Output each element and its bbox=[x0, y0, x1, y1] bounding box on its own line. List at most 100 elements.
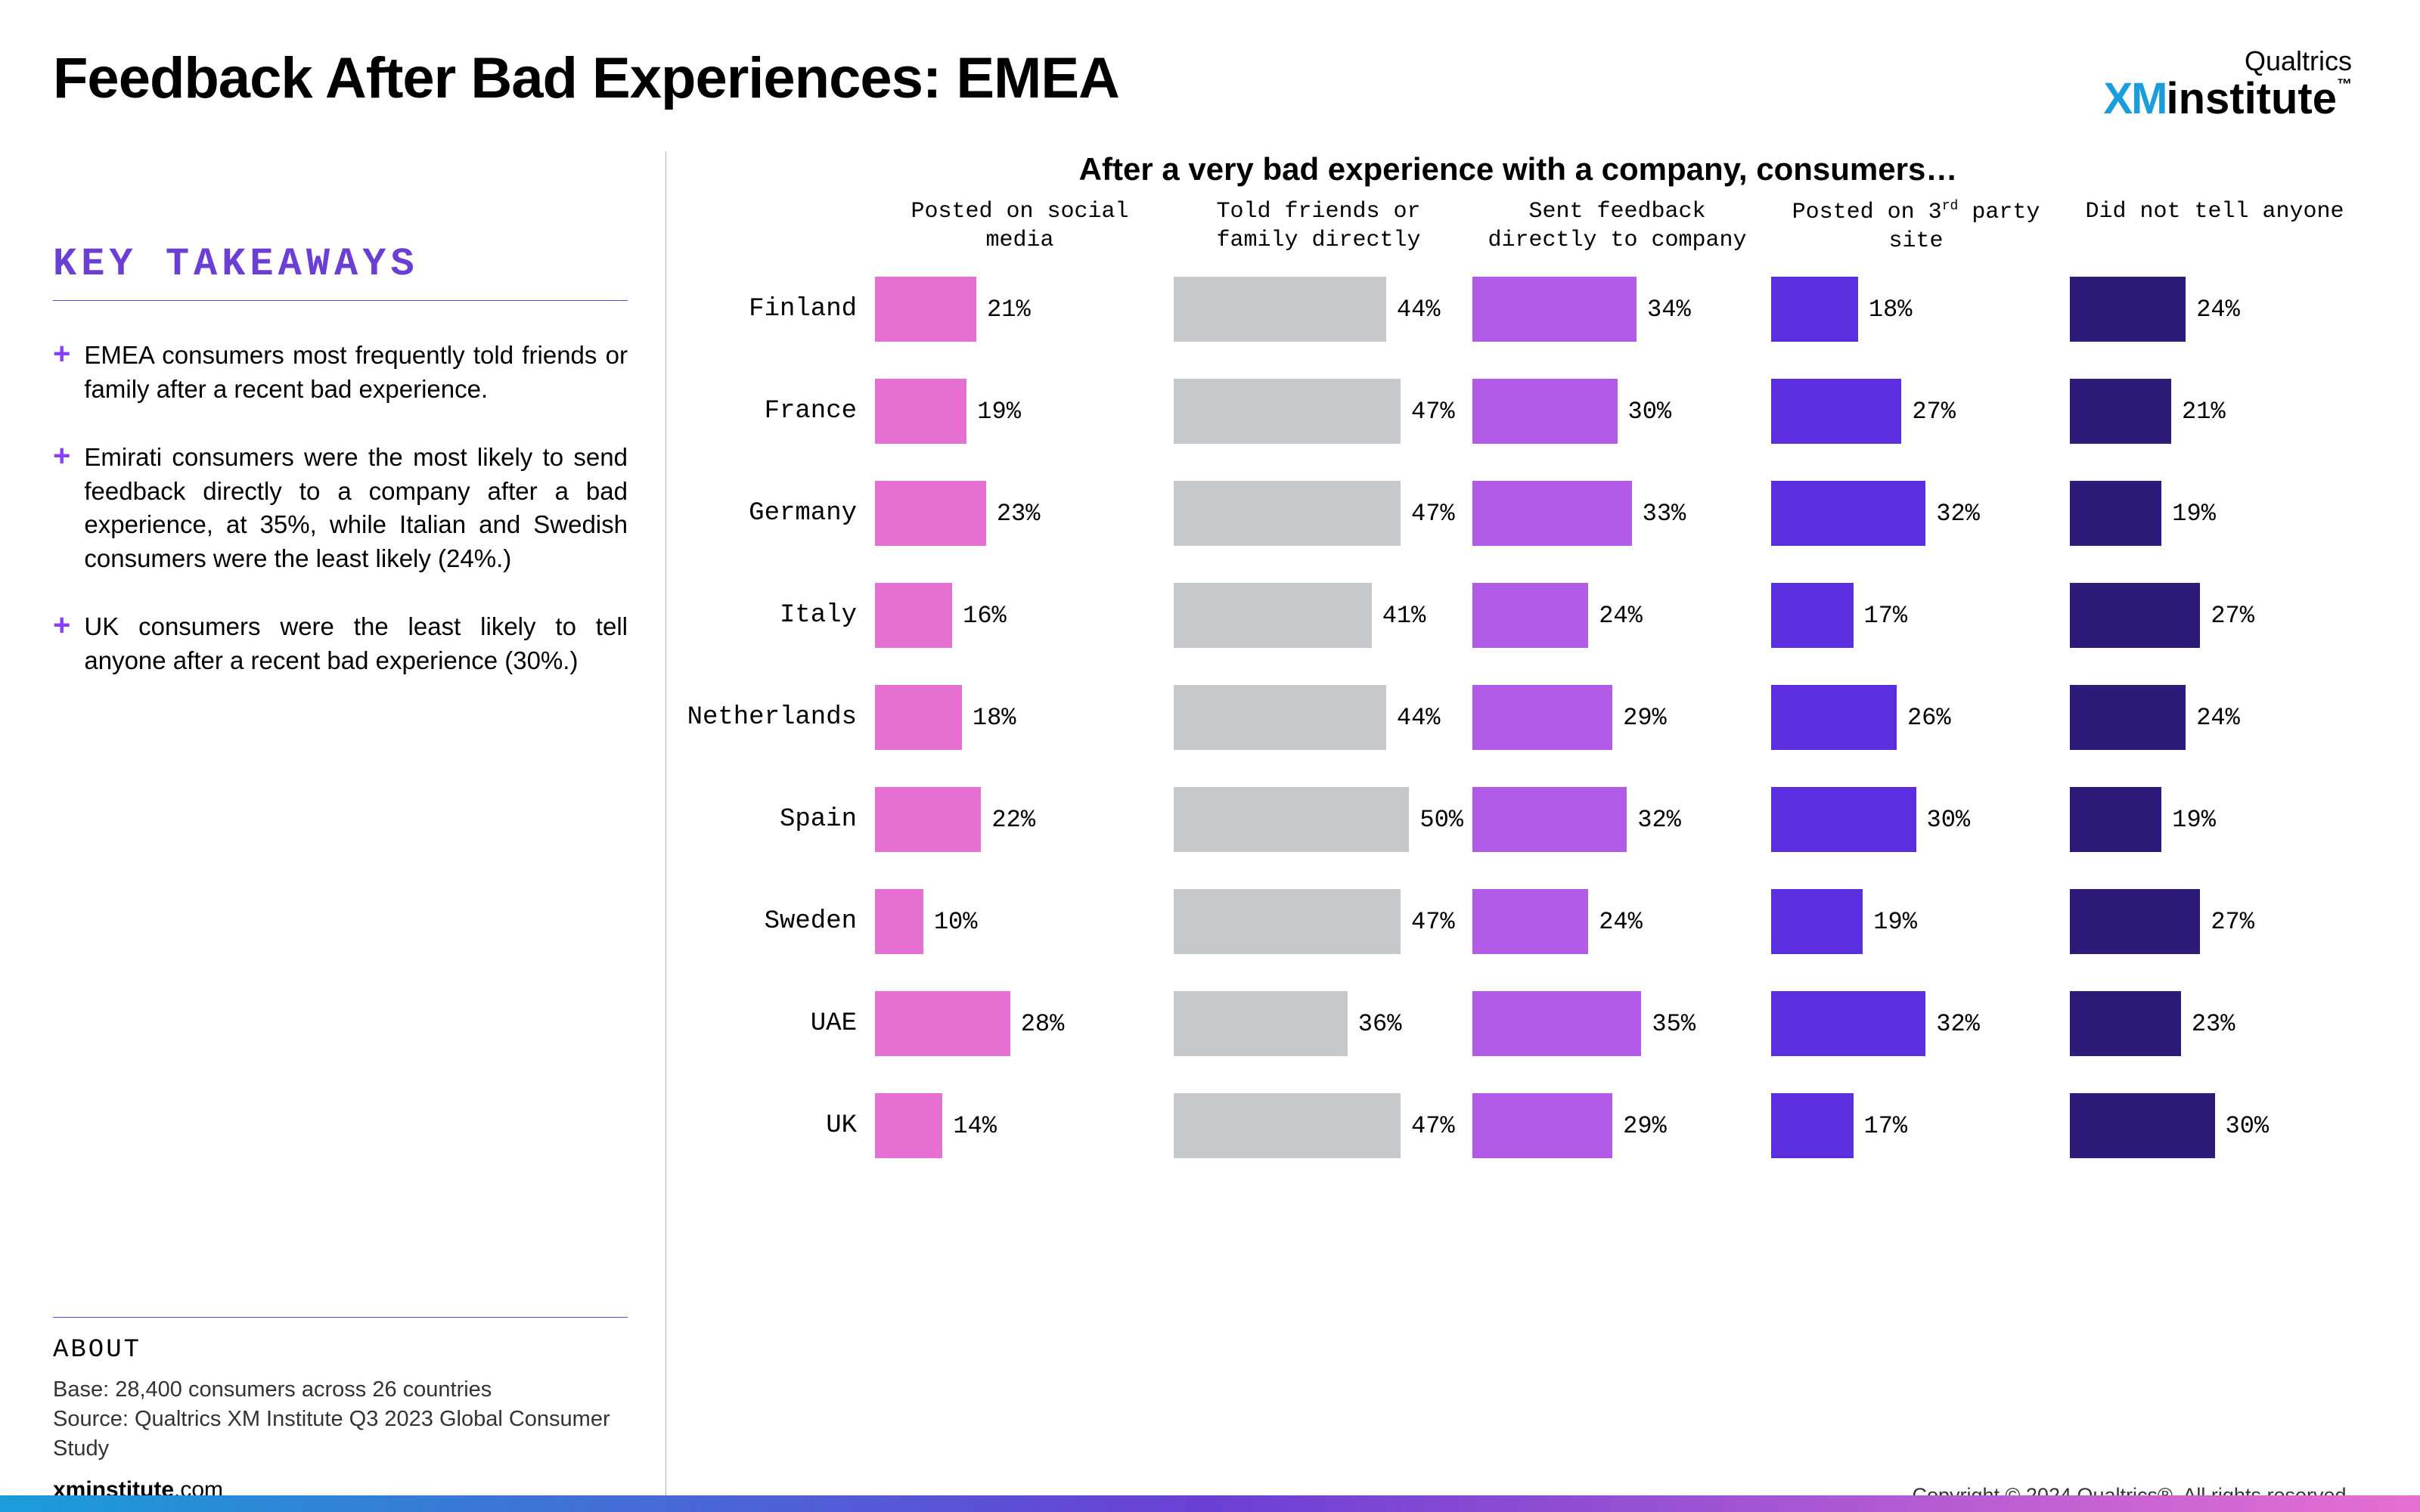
bar-value: 10% bbox=[934, 908, 978, 936]
chart-row: UAE 28% 36% 35% 32% 23% bbox=[677, 991, 2360, 1056]
chart-row: France19%47%30%27%21% bbox=[677, 379, 2360, 444]
bar-value: 23% bbox=[2192, 1010, 2235, 1038]
bar-cell: 10% bbox=[875, 889, 1165, 954]
about-source: Source: Qualtrics XM Institute Q3 2023 G… bbox=[53, 1405, 628, 1464]
bar bbox=[1771, 481, 1925, 546]
takeaway-text: UK consumers were the least likely to te… bbox=[84, 610, 628, 677]
column-header: Told friends or family directly bbox=[1174, 198, 1463, 255]
bar-value: 28% bbox=[1021, 1010, 1065, 1038]
bar-value: 21% bbox=[987, 296, 1031, 324]
bar-cell: 30% bbox=[1472, 379, 1762, 444]
bar bbox=[2070, 481, 2161, 546]
chart-row: Netherlands 18% 44% 29% 26%24% bbox=[677, 685, 2360, 750]
logo-qualtrics: Qualtrics bbox=[2103, 45, 2352, 77]
bar-value: 21% bbox=[2182, 398, 2226, 426]
bar bbox=[1771, 685, 1897, 750]
country-label: Netherlands bbox=[677, 703, 866, 732]
bar-value: 22% bbox=[991, 806, 1035, 834]
bar bbox=[1174, 277, 1386, 342]
bar-cell: 23% bbox=[875, 481, 1165, 546]
chart-row: Finland21%44%34%18%24% bbox=[677, 277, 2360, 342]
bar-cell: 36% bbox=[1174, 991, 1463, 1056]
logo-xm-institute: XMinstitute™ bbox=[2103, 77, 2352, 121]
bar bbox=[875, 583, 952, 648]
bar-value: 29% bbox=[1623, 704, 1667, 732]
bar-cell: 44% bbox=[1174, 277, 1463, 342]
takeaways-list: +EMEA consumers most frequently told fri… bbox=[53, 339, 628, 712]
bar-value: 18% bbox=[973, 704, 1016, 732]
column-header: Did not tell anyone bbox=[2070, 198, 2360, 227]
bar-value: 33% bbox=[1643, 500, 1686, 528]
column-header: Sent feedback directly to company bbox=[1472, 198, 1762, 255]
bar bbox=[2070, 379, 2171, 444]
bar-value: 27% bbox=[1912, 398, 1956, 426]
bar-value: 41% bbox=[1382, 602, 1426, 630]
bar bbox=[1771, 1093, 1854, 1158]
chart-row: Spain22%50%32%30%19% bbox=[677, 787, 2360, 852]
bar-value: 35% bbox=[1652, 1010, 1696, 1038]
chart-area: After a very bad experience with a compa… bbox=[666, 151, 2367, 1512]
bar-cell: 24% bbox=[2070, 277, 2360, 342]
bar-cell: 27% bbox=[1771, 379, 2061, 444]
bar-value: 18% bbox=[1869, 296, 1913, 324]
bar-cell: 26% bbox=[1771, 685, 2061, 750]
bar-value: 24% bbox=[1599, 602, 1643, 630]
chart-row: Germany 23%47% 33% 32% 19% bbox=[677, 481, 2360, 546]
country-label: UK bbox=[677, 1111, 866, 1140]
bar bbox=[1174, 379, 1401, 444]
bar-value: 14% bbox=[953, 1112, 997, 1140]
bar-cell: 19% bbox=[2070, 481, 2360, 546]
bar-cell: 50% bbox=[1174, 787, 1463, 852]
country-label: Sweden bbox=[677, 907, 866, 936]
bar-cell: 16% bbox=[875, 583, 1165, 648]
bar-value: 27% bbox=[2211, 908, 2254, 936]
about-block: ABOUT Base: 28,400 consumers across 26 c… bbox=[53, 1317, 628, 1512]
bar bbox=[2070, 991, 2181, 1056]
bar bbox=[2070, 583, 2200, 648]
logo-tm: ™ bbox=[2337, 76, 2352, 93]
header: Feedback After Bad Experiences: EMEA Qua… bbox=[53, 45, 2367, 121]
country-label: Italy bbox=[677, 601, 866, 630]
bar-cell: 24% bbox=[2070, 685, 2360, 750]
bar-cell: 32% bbox=[1771, 481, 2061, 546]
bar bbox=[875, 379, 966, 444]
bar-cell: 32% bbox=[1771, 991, 2061, 1056]
column-header: Posted on 3rd party site bbox=[1771, 198, 2061, 256]
takeaway-item: +UK consumers were the least likely to t… bbox=[53, 610, 628, 677]
bar-cell: 47% bbox=[1174, 379, 1463, 444]
bar-value: 19% bbox=[2172, 806, 2216, 834]
bar bbox=[875, 991, 1010, 1056]
bar bbox=[2070, 787, 2161, 852]
bar-value: 32% bbox=[1936, 1010, 1980, 1038]
brand-logo: Qualtrics XMinstitute™ bbox=[2103, 45, 2367, 121]
bar-cell: 24% bbox=[1472, 583, 1762, 648]
bar-value: 27% bbox=[2211, 602, 2254, 630]
bar-value: 32% bbox=[1936, 500, 1980, 528]
chart-row: Sweden10%47%24%19%27% bbox=[677, 889, 2360, 954]
bar-cell: 47% bbox=[1174, 889, 1463, 954]
column-headers: Posted on social mediaTold friends or fa… bbox=[677, 198, 2360, 256]
bar-cell: 32% bbox=[1472, 787, 1762, 852]
bar bbox=[2070, 685, 2186, 750]
bar-value: 32% bbox=[1637, 806, 1681, 834]
bar-cell: 44% bbox=[1174, 685, 1463, 750]
bar bbox=[1472, 991, 1641, 1056]
bar bbox=[1771, 583, 1854, 648]
key-takeaways-heading: KEY TAKEAWAYS bbox=[53, 242, 628, 301]
bar bbox=[875, 1093, 942, 1158]
bar bbox=[2070, 1093, 2215, 1158]
bar-cell: 27% bbox=[2070, 889, 2360, 954]
bar-cell: 18% bbox=[1771, 277, 2061, 342]
bar-cell: 47% bbox=[1174, 481, 1463, 546]
chart-row: UK14%47%29%17%30% bbox=[677, 1093, 2360, 1158]
page-title: Feedback After Bad Experiences: EMEA bbox=[53, 45, 1119, 111]
country-label: UAE bbox=[677, 1009, 866, 1038]
bar bbox=[1174, 787, 1409, 852]
country-label: Finland bbox=[677, 295, 866, 324]
bar-cell: 29% bbox=[1472, 685, 1762, 750]
bar bbox=[875, 889, 923, 954]
bar bbox=[1472, 889, 1588, 954]
country-label: Germany bbox=[677, 499, 866, 528]
bar-value: 19% bbox=[1873, 908, 1917, 936]
bar bbox=[875, 787, 981, 852]
